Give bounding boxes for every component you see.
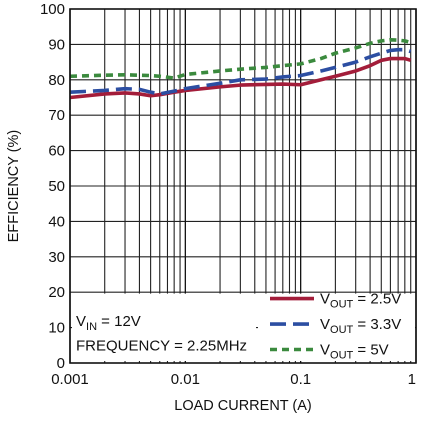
y-tick-label: 90 [48, 36, 65, 53]
series-line-1 [69, 56, 412, 100]
x-tick-label: 0.01 [171, 371, 200, 388]
x-axis-title: LOAD CURRENT (A) [174, 398, 312, 414]
x-tick-label: 1 [408, 371, 416, 388]
y-tick-label: 20 [48, 284, 65, 301]
legend-label-2: VOUT = 3.3V [320, 316, 401, 336]
x-tick-label: 0.1 [290, 371, 311, 388]
series-group [69, 37, 412, 100]
legend-label-3: VOUT = 5V [320, 342, 389, 362]
y-tick-label: 70 [48, 107, 65, 124]
series-line-3 [69, 37, 412, 80]
y-tick-label: 40 [48, 213, 65, 230]
y-tick-label: 100 [40, 1, 65, 18]
y-tick-label: 50 [48, 178, 65, 195]
y-axis-title: EFFICIENCY (%) [6, 130, 22, 243]
x-tick-label: 0.001 [51, 371, 89, 388]
plot-frame [69, 8, 417, 364]
y-tick-label: 80 [48, 72, 65, 89]
annotation-vin: VIN = 12V [76, 313, 141, 333]
annotation-bg [72, 293, 256, 361]
series-line-2 [69, 47, 412, 96]
y-tick-label: 30 [48, 249, 65, 266]
annotation-box: VIN = 12V FREQUENCY = 2.25MHz [72, 293, 256, 361]
annotation-frequency: FREQUENCY = 2.25MHz [76, 337, 247, 354]
legend: VOUT = 2.5V VOUT = 3.3V VOUT = 5V [258, 291, 415, 362]
tick-labels: 0 10 20 30 40 50 60 70 80 90 100 0.001 0.01 0.1 1 [40, 1, 416, 388]
legend-label-1: VOUT = 2.5V [320, 291, 401, 311]
y-tick-label: 60 [48, 143, 65, 160]
y-tick-label: 10 [48, 320, 65, 337]
y-tick-label: 0 [57, 355, 65, 372]
